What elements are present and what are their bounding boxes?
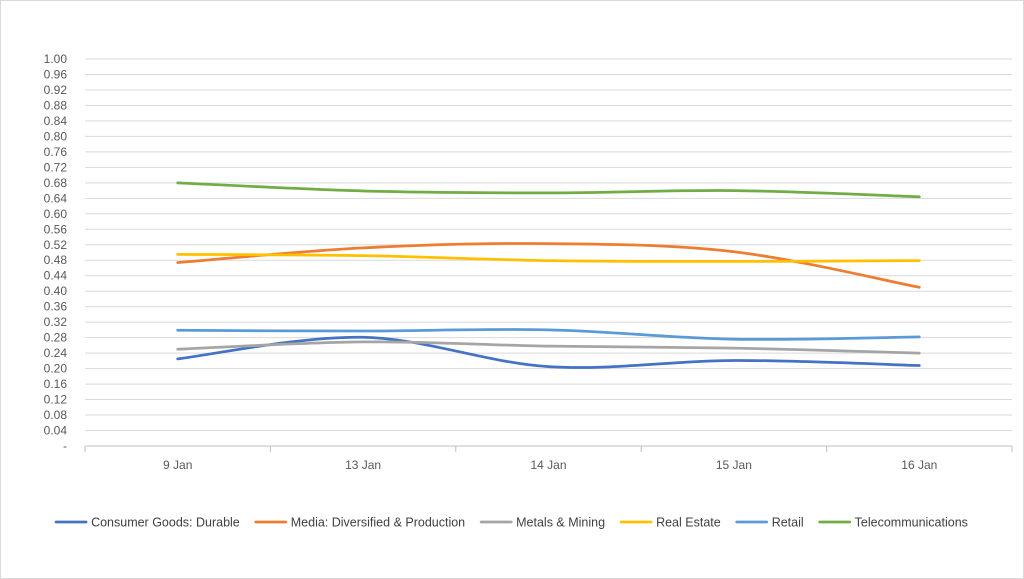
y-tick-label: 0.68: [44, 176, 68, 190]
y-tick-label: 0.08: [44, 408, 68, 422]
series-line-media-diversified-production: [176, 242, 921, 289]
y-tick-label: -: [63, 439, 67, 453]
y-tick-label: 0.48: [44, 253, 68, 267]
y-tick-label: 0.40: [44, 284, 68, 298]
legend-label-metals-mining: Metals & Mining: [516, 516, 605, 530]
series-line-real-estate: [176, 253, 921, 263]
legend: Consumer Goods: Durable Media: Diversifie…: [54, 516, 968, 530]
y-tick-label: 0.52: [44, 238, 68, 252]
x-axis: 9 Jan 13 Jan 14 Jan 15 Jan 16 Jan: [84, 445, 1013, 472]
legend-label-telecommunications: Telecommunications: [855, 516, 968, 530]
y-tick-label: 0.96: [44, 67, 68, 81]
series-line-retail: [176, 328, 921, 341]
x-tick-label: 14 Jan: [530, 458, 566, 472]
y-tick-label: 0.28: [44, 331, 68, 345]
y-tick-label: 0.80: [44, 129, 68, 143]
y-tick-label: 0.04: [44, 424, 68, 438]
y-tick-label: 0.92: [44, 83, 68, 97]
legend-label-retail: Retail: [772, 516, 804, 530]
y-tick-label: 0.76: [44, 145, 68, 159]
y-tick-label: 0.64: [44, 191, 68, 205]
y-tick-label: 0.12: [44, 393, 68, 407]
y-tick-label: 0.16: [44, 377, 68, 391]
y-tick-label: 0.56: [44, 222, 68, 236]
series-line-metals-mining: [176, 340, 921, 355]
x-tick-label: 9 Jan: [163, 458, 192, 472]
x-tick-label: 15 Jan: [716, 458, 752, 472]
y-tick-label: 0.24: [44, 346, 68, 360]
y-tick-label: 0.20: [44, 362, 68, 376]
y-tick-label: 0.88: [44, 98, 68, 112]
y-tick-label: 0.84: [44, 114, 68, 128]
y-axis: -0.04 0.080.12 0.160.20 0.240.28 0.320.36 0.4…: [44, 52, 68, 453]
y-tick-label: 0.44: [44, 269, 68, 283]
y-tick-label: 0.60: [44, 207, 68, 221]
series-line-consumer-goods-durable: [176, 335, 921, 369]
y-tick-label: 0.72: [44, 160, 68, 174]
legend-label-real-estate: Real Estate: [656, 516, 721, 530]
legend-label-consumer-goods-durable: Consumer Goods: Durable: [91, 516, 240, 530]
series-lines: [176, 181, 921, 369]
y-tick-label: 1.00: [44, 52, 68, 66]
x-tick-label: 16 Jan: [901, 458, 937, 472]
y-tick-label: 0.36: [44, 300, 68, 314]
legend-label-media-diversified-production: Media: Diversified & Production: [291, 516, 465, 530]
y-tick-label: 0.32: [44, 315, 68, 329]
series-line-telecommunications: [176, 181, 921, 199]
x-tick-label: 13 Jan: [345, 458, 381, 472]
